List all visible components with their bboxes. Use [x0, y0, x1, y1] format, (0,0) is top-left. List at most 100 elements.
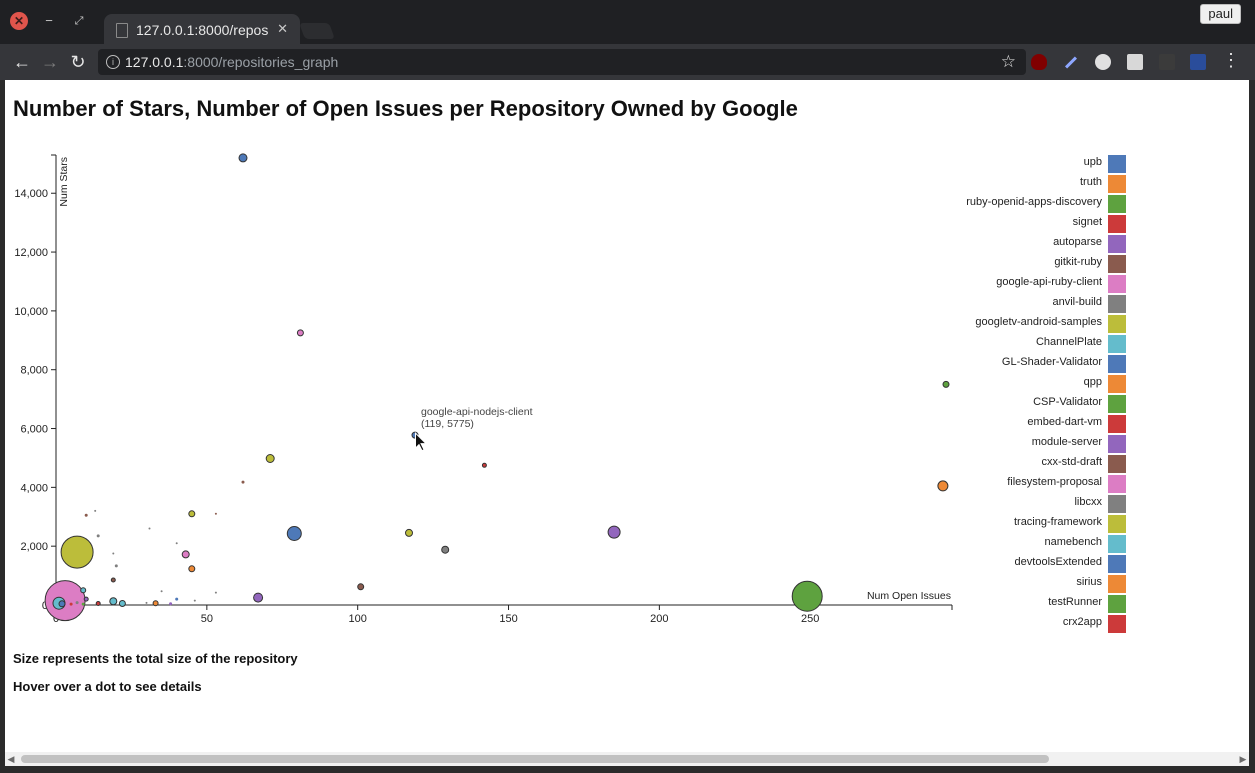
y-tick-label: 4,000 — [20, 482, 48, 494]
url-path: :8000/repositories_graph — [183, 54, 339, 70]
tab-close-icon[interactable]: ✕ — [277, 21, 288, 36]
data-point — [193, 599, 196, 602]
legend-swatch — [1108, 155, 1126, 173]
reload-icon[interactable]: ↻ — [70, 52, 86, 72]
data-point — [188, 510, 196, 518]
legend-label: CSP-Validator — [1033, 396, 1102, 408]
legend-label: anvil-build — [1052, 296, 1102, 308]
data-point — [214, 512, 217, 515]
data-point — [114, 564, 118, 568]
data-point — [791, 580, 823, 612]
data-point — [238, 153, 248, 163]
scroll-right-icon[interactable]: ▶ — [1239, 754, 1247, 764]
document-icon — [116, 23, 128, 38]
x-tick-label: 100 — [349, 613, 367, 625]
x-tick-label: 50 — [201, 613, 213, 625]
legend-label: module-server — [1032, 436, 1103, 448]
legend-swatch — [1108, 335, 1126, 353]
horizontal-scrollbar[interactable]: ◀ ▶ — [5, 752, 1249, 766]
legend-label: ChannelPlate — [1036, 336, 1102, 348]
data-point — [241, 480, 245, 484]
x-tick-label: 0 — [53, 613, 59, 625]
y-tick-label: 10,000 — [14, 306, 48, 318]
legend-label: sirius — [1076, 576, 1102, 588]
forward-arrow-icon[interactable]: → — [41, 52, 59, 72]
info-icon[interactable]: i — [106, 55, 120, 69]
size-note: Size represents the total size of the re… — [13, 651, 298, 666]
y-tick-label: 0 — [42, 600, 48, 612]
css-extension-icon[interactable] — [1127, 54, 1143, 70]
y-tick-label: 6,000 — [20, 424, 48, 436]
data-point — [253, 592, 264, 603]
ublock-extension-icon[interactable] — [1031, 54, 1047, 70]
data-point — [83, 596, 89, 602]
legend-swatch — [1108, 415, 1126, 433]
new-tab-button[interactable] — [299, 23, 335, 39]
chart-tooltip: google-api-nodejs-client (119, 5775) — [421, 406, 533, 430]
browser-tab[interactable]: 127.0.0.1:8000/repositories_graph ✕ — [104, 14, 300, 46]
legend-swatch — [1108, 195, 1126, 213]
maximize-window-icon[interactable]: ⤢ — [74, 15, 84, 27]
legend-swatch — [1108, 375, 1126, 393]
scrollbar-thumb[interactable] — [21, 755, 1049, 763]
y-axis-title: Num Stars — [58, 157, 70, 207]
data-point — [148, 527, 151, 530]
legend-swatch — [1108, 235, 1126, 253]
screenshot-extension-icon[interactable] — [1190, 54, 1206, 70]
data-point — [607, 525, 621, 539]
bookmark-star-icon[interactable]: ☆ — [1000, 52, 1016, 71]
tooltip-coords: (119, 5775) — [421, 418, 474, 430]
y-tick-label: 2,000 — [20, 541, 48, 553]
pen-extension-icon[interactable] — [1062, 54, 1078, 70]
minimize-window-icon[interactable]: − — [45, 13, 53, 28]
data-point — [441, 545, 450, 554]
legend-swatch — [1108, 615, 1126, 633]
legend-label: tracing-framework — [1014, 516, 1103, 528]
legend-swatch — [1108, 555, 1126, 573]
url-text[interactable]: 127.0.0.1:8000/repositories_graph — [125, 54, 338, 70]
dark-extension-icon[interactable] — [1159, 54, 1175, 70]
data-point — [81, 602, 85, 606]
data-point — [175, 542, 178, 545]
legend-swatch — [1108, 595, 1126, 613]
scroll-left-icon[interactable]: ◀ — [7, 754, 15, 764]
legend-label: GL-Shader-Validator — [1002, 356, 1102, 368]
data-point — [160, 590, 163, 593]
address-bar[interactable]: i 127.0.0.1:8000/repositories_graph ☆ — [98, 49, 1026, 75]
legend-label: googletv-android-samples — [975, 316, 1102, 328]
legend-swatch — [1108, 455, 1126, 473]
kebab-menu-icon[interactable]: ⋮ — [1222, 50, 1240, 70]
legend-label: signet — [1073, 216, 1102, 228]
close-window-icon[interactable]: ✕ — [10, 12, 28, 30]
data-point — [58, 600, 66, 608]
data-point — [75, 601, 79, 605]
hover-note: Hover over a dot to see details — [13, 679, 202, 694]
legend-label: autoparse — [1053, 236, 1102, 248]
window-frame-right — [1249, 80, 1255, 766]
legend-swatch — [1108, 575, 1126, 593]
profile-name-badge[interactable]: paul — [1200, 4, 1241, 24]
page-title: Number of Stars, Number of Open Issues p… — [13, 96, 798, 121]
data-point — [214, 591, 217, 594]
moon-extension-icon[interactable] — [1095, 54, 1111, 70]
legend-swatch — [1108, 315, 1126, 333]
legend-label: google-api-ruby-client — [996, 276, 1102, 288]
data-point — [94, 509, 97, 512]
data-point — [80, 587, 87, 594]
x-tick-label: 150 — [499, 613, 517, 625]
legend-label: gitkit-ruby — [1054, 256, 1102, 268]
data-point — [109, 597, 118, 606]
legend-label: namebench — [1045, 536, 1103, 548]
data-point — [69, 602, 73, 606]
back-arrow-icon[interactable]: ← — [13, 52, 31, 72]
data-point — [84, 513, 88, 517]
legend-label: truth — [1080, 176, 1102, 188]
data-point — [481, 462, 487, 468]
legend-swatch — [1108, 475, 1126, 493]
legend-swatch — [1108, 395, 1126, 413]
legend-swatch — [1108, 295, 1126, 313]
y-tick-label: 14,000 — [14, 188, 48, 200]
window-title-bar: ✕ − ⤢ 127.0.0.1:8000/repositories_graph … — [0, 0, 1255, 46]
legend-swatch — [1108, 275, 1126, 293]
legend-label: testRunner — [1048, 596, 1102, 608]
